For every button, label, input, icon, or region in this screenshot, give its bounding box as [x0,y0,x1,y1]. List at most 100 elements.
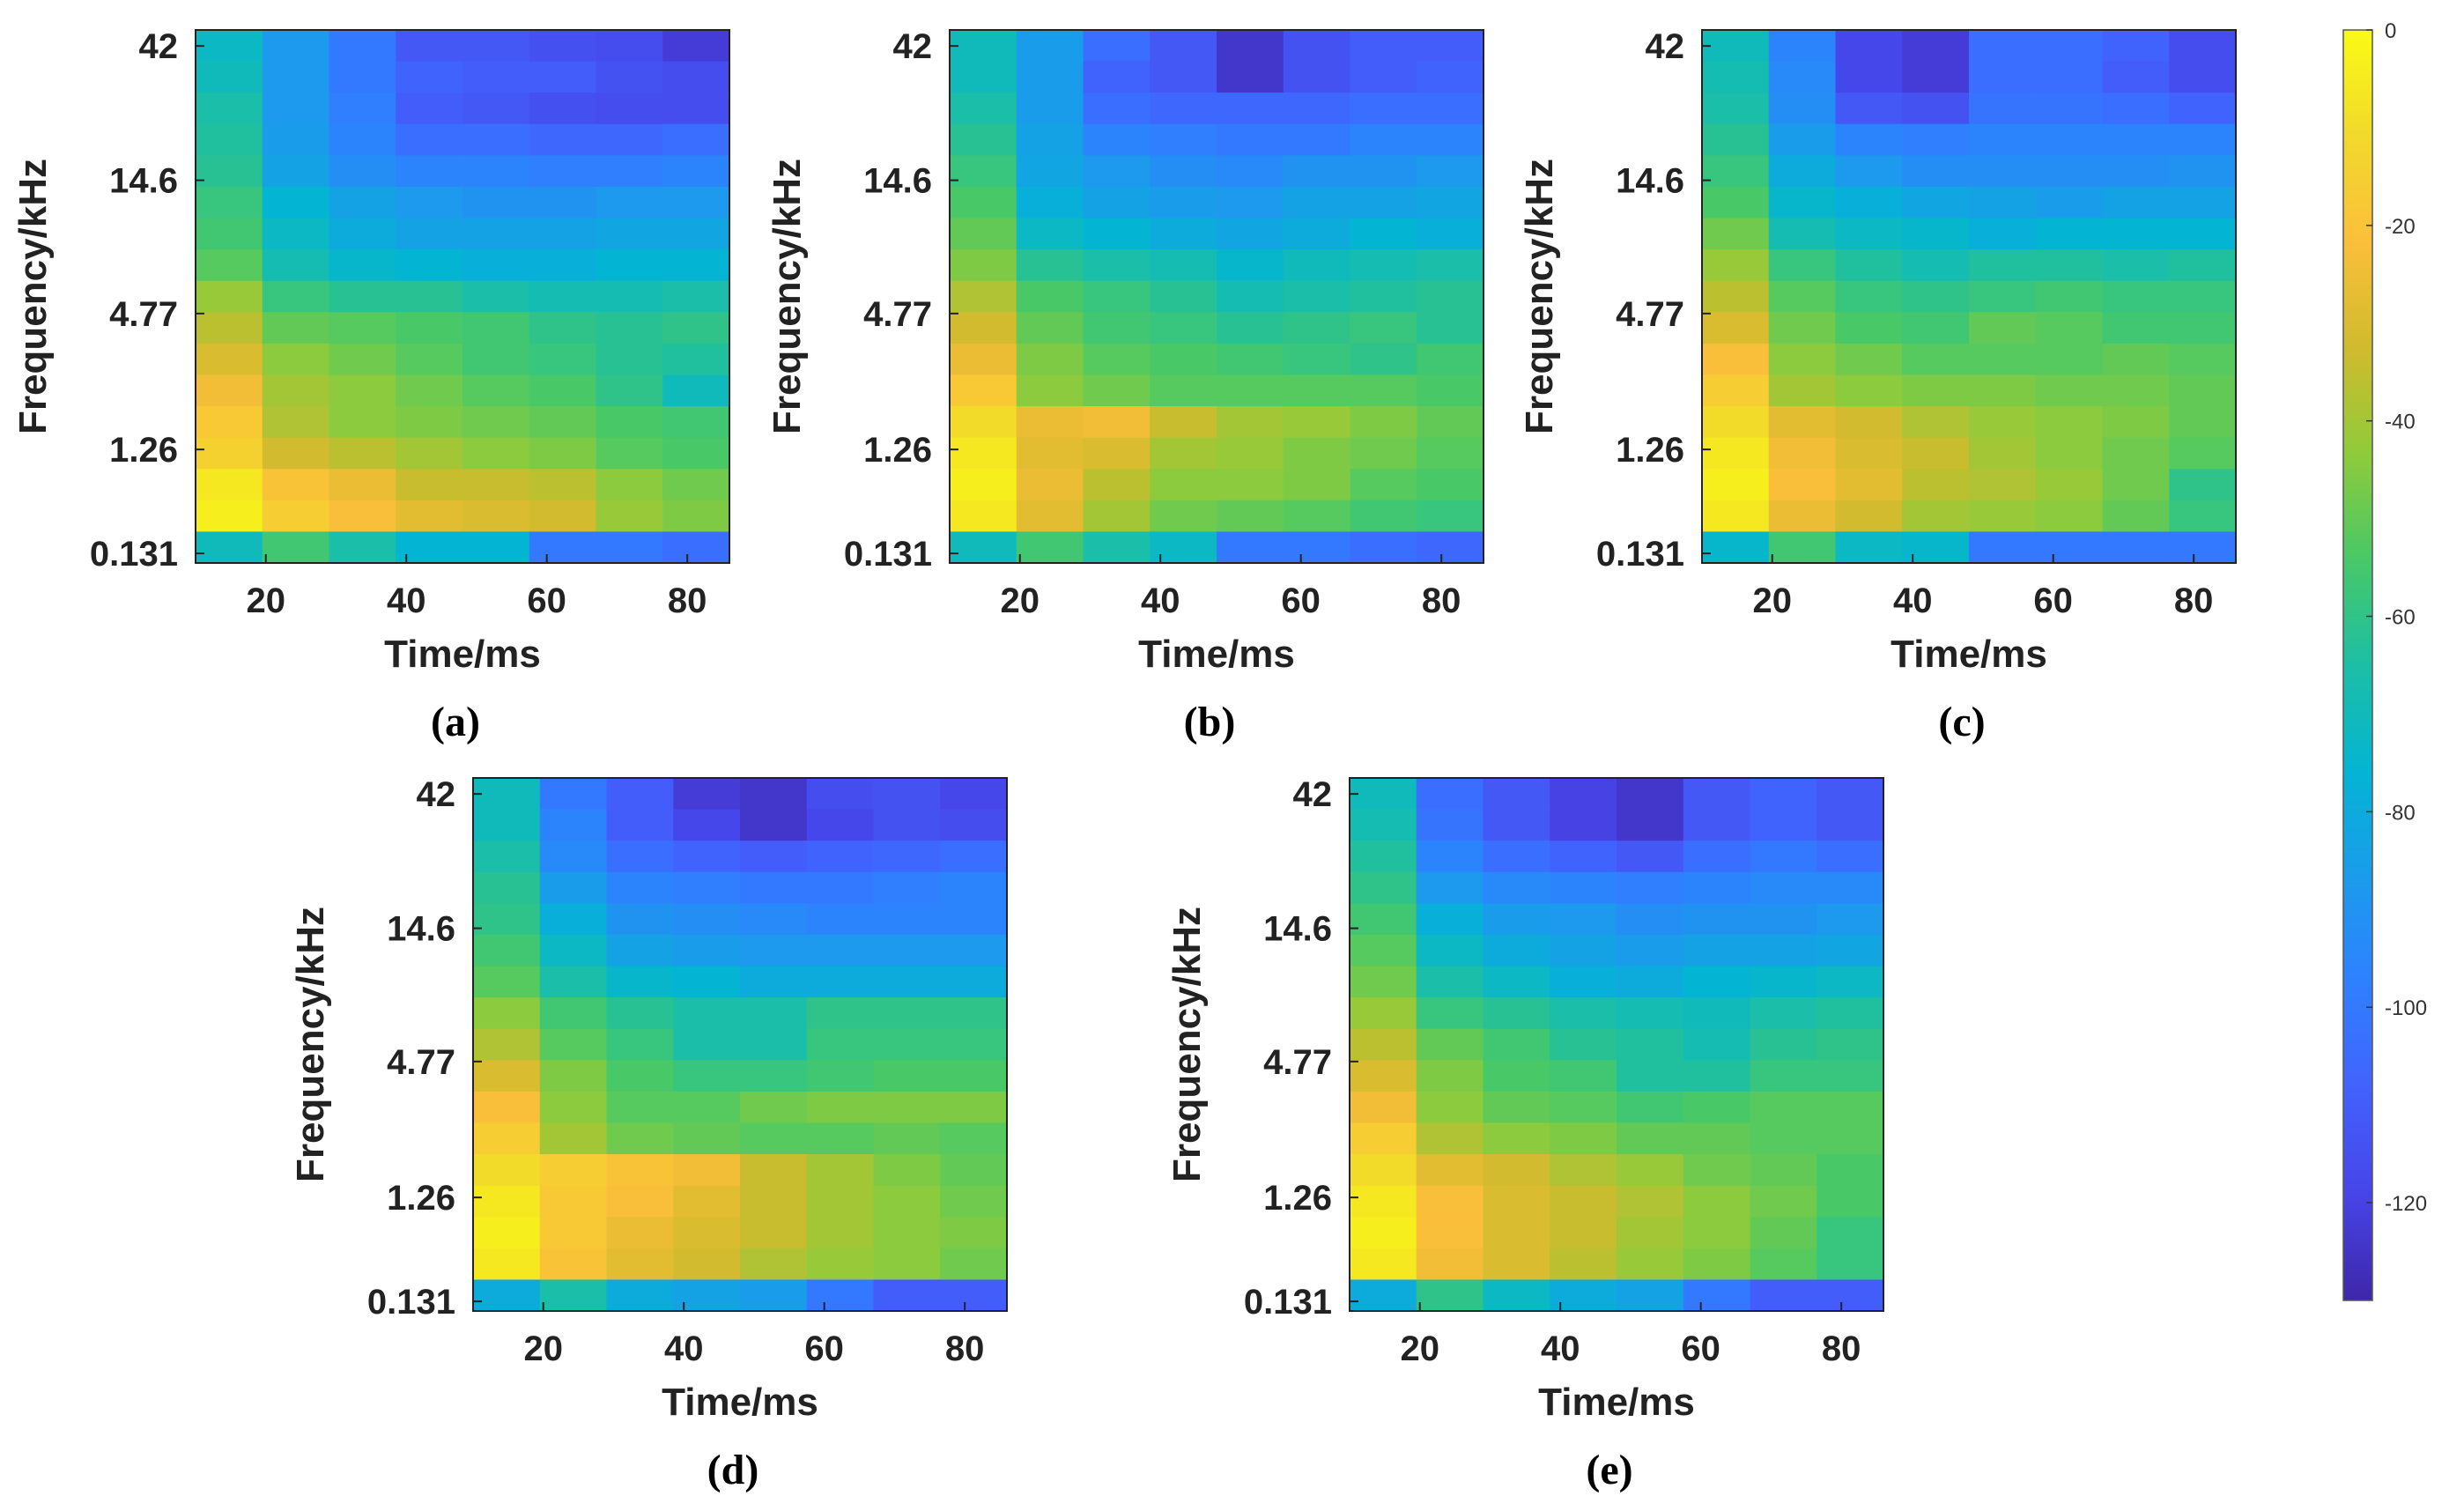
heatmap-cell [1016,218,1084,250]
heatmap-cell [1835,249,1903,282]
heatmap-cell [596,123,663,156]
heatmap-cell [1768,218,1837,250]
heatmap-cell [1417,61,1484,93]
heatmap-cell [940,903,1008,936]
heatmap-cell [1483,934,1550,967]
heatmap-cell [196,61,263,93]
heatmap-cell [1969,531,2037,564]
heatmap-cell [1683,1154,1751,1187]
heatmap-cell [529,343,597,376]
heatmap-cell [606,966,674,998]
heatmap-cell [740,1091,808,1124]
heatmap-cell [596,531,663,564]
heatmap-cell [539,997,608,1030]
heatmap-cell [673,1091,741,1124]
y-tick-label: 1.26 [387,1179,455,1218]
heatmap-cell [262,30,330,63]
heatmap-cell [529,469,597,501]
heatmap-cell [1902,437,1970,470]
heatmap-cell [1150,374,1217,407]
heatmap-cell [1483,1185,1550,1218]
heatmap-cell [1417,406,1484,439]
heatmap-cell [940,1060,1008,1092]
heatmap-cell [806,1122,875,1155]
x-tick-label: 20 [1000,581,1040,620]
heatmap-cell [2169,500,2237,533]
heatmap-cell [740,966,808,998]
heatmap-cell [1083,93,1151,125]
heatmap-cell [1969,469,2037,501]
heatmap-cell [1617,1091,1684,1124]
heatmap-cell [462,218,530,250]
heatmap-cell [1417,312,1484,344]
y-tick-label: 4.77 [109,295,178,334]
heatmap-cell [950,280,1017,313]
heatmap-cell [1969,30,2037,63]
heatmap-cell [806,841,875,873]
heatmap-cell [606,1028,674,1061]
heatmap-cell [473,903,541,936]
heatmap-cell [329,531,396,564]
heatmap-cells [196,30,730,564]
heatmap-cell [662,93,730,125]
heatmap-cell [1350,61,1417,93]
heatmap-cell [1683,997,1751,1030]
heatmap-cell [1750,903,1817,936]
heatmap-cell [1083,406,1151,439]
heatmap-cell [606,809,674,841]
heatmap-cell [1417,123,1484,156]
heatmap-cell [2035,186,2104,219]
heatmap-cell [662,61,730,93]
heatmap-cell [529,218,597,250]
x-axis-label: Time/ms [1891,633,2047,676]
heatmap-cell [1817,934,1884,967]
heatmap-cell [1283,30,1351,63]
heatmap-cell [1217,30,1284,63]
heatmap-cell [806,871,875,904]
heatmap-cell [1083,30,1151,63]
heatmap-cell [950,469,1017,501]
heatmap-cell [806,778,875,811]
heatmap-cell [1817,778,1884,811]
x-tick-label: 20 [246,581,285,620]
heatmap-cell [1550,1217,1617,1249]
heatmap-cell [2169,123,2237,156]
heatmap-cell [1550,841,1617,873]
heatmap-cell [1902,406,1970,439]
heatmap-cell [940,1279,1008,1312]
heatmap-cell [662,249,730,282]
heatmap-cell [2102,312,2170,344]
heatmap-cell [1702,280,1770,313]
heatmap-cell [1683,934,1751,967]
heatmap-cell [1217,249,1284,282]
heatmap-cell [1750,1122,1817,1155]
heatmap-cell [1702,123,1770,156]
heatmap-cell [1483,1122,1550,1155]
heatmap-cell [2035,469,2104,501]
heatmap-cell [539,934,608,967]
heatmap-cell [1702,500,1770,533]
heatmap-cell [1016,123,1084,156]
heatmap-cell [1768,123,1837,156]
heatmap-cell [473,934,541,967]
heatmap-cell [539,1060,608,1092]
heatmap-cell [462,155,530,188]
y-tick-label: 42 [1293,775,1333,814]
heatmap-cell [1483,1091,1550,1124]
heatmap-cell [1350,186,1417,219]
heatmap-cell [1483,966,1550,998]
heatmap-cell [1416,1091,1484,1124]
heatmap-cell [873,966,941,998]
heatmap-cell [462,93,530,125]
heatmap-cell [539,1217,608,1249]
heatmap-cell [740,809,808,841]
heatmap-cell [740,997,808,1030]
heatmap-cell [1016,469,1084,501]
heatmap-cell [1969,343,2037,376]
heatmap-cell [1483,903,1550,936]
heatmap-cell [473,1122,541,1155]
x-tick-label: 60 [2033,581,2073,620]
heatmap-cell [1550,903,1617,936]
heatmap-cell [1350,1060,1417,1092]
heatmap-cell [1417,155,1484,188]
